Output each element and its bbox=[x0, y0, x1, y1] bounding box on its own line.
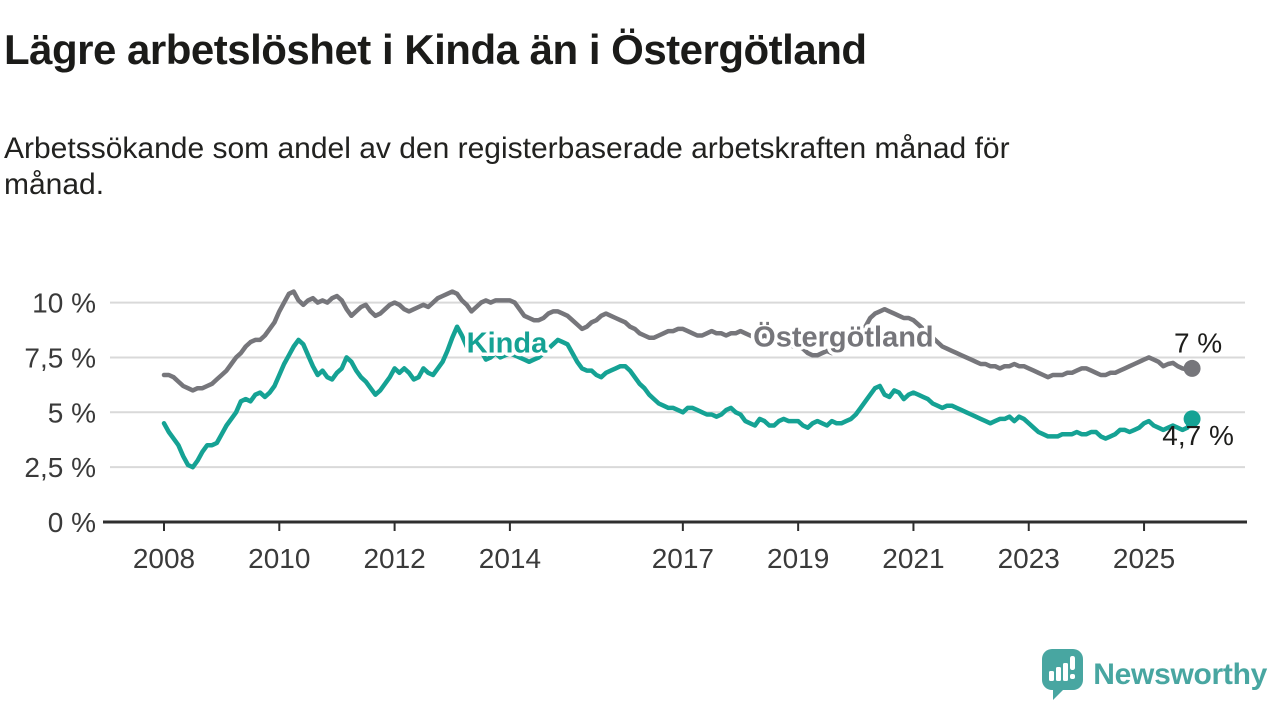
x-tick-label: 2023 bbox=[998, 543, 1060, 574]
y-tick-label: 0 % bbox=[48, 507, 96, 538]
x-axis: 2008 2010 2012 2014 2017 2019 2021 2023 2025 bbox=[103, 520, 1247, 574]
chart-subtitle-line-2: månad. bbox=[4, 168, 105, 201]
newsworthy-logo: Newsworthy bbox=[1040, 648, 1267, 701]
x-tick-label: 2017 bbox=[652, 543, 714, 574]
x-tick-label: 2025 bbox=[1113, 543, 1175, 574]
series-line-1 bbox=[161, 289, 1195, 393]
series-line-0 bbox=[161, 324, 1195, 470]
y-axis-labels: 10 % 7,5 % 5 % 2,5 % 0 % bbox=[24, 288, 96, 538]
series-1: 7 % Östergötland bbox=[161, 289, 1222, 393]
x-tick-label: 2019 bbox=[767, 543, 829, 574]
series-end-value-label: 7 % bbox=[1174, 327, 1222, 358]
series-end-dot-0 bbox=[1183, 410, 1201, 428]
logo-exclamation-bar bbox=[1070, 656, 1076, 670]
x-tick-label: 2014 bbox=[479, 543, 541, 574]
x-tick-label: 2012 bbox=[363, 543, 425, 574]
y-tick-label: 5 % bbox=[48, 397, 96, 428]
logo-bar-small bbox=[1049, 671, 1055, 681]
chart-subtitle-line-1: Arbetssökande som andel av den registerb… bbox=[4, 132, 1010, 165]
newsworthy-wordmark: Newsworthy bbox=[1093, 657, 1267, 691]
y-tick-label: 2,5 % bbox=[24, 452, 96, 483]
x-tick-label: 2021 bbox=[882, 543, 944, 574]
series-end-value-label: 4,7 % bbox=[1162, 420, 1234, 451]
x-tick-label: 2008 bbox=[133, 543, 195, 574]
logo-bar-medium bbox=[1056, 667, 1062, 681]
y-tick-label: 10 % bbox=[32, 288, 96, 319]
chart-title: Lägre arbetslöshet i Kinda än i Östergöt… bbox=[4, 26, 867, 73]
chart-subtitle: Arbetssökande som andel av den registerb… bbox=[4, 131, 1010, 203]
y-tick-label: 7,5 % bbox=[24, 342, 96, 373]
line-chart: 10 % 7,5 % 5 % 2,5 % 0 % 2008 2010 2012 2014 2017… bbox=[24, 288, 1247, 574]
x-tick-label: 2010 bbox=[248, 543, 310, 574]
series-end-dot-1 bbox=[1183, 359, 1201, 377]
series-0: 4,7 % Kinda bbox=[161, 324, 1234, 470]
logo-bar-large bbox=[1063, 663, 1069, 681]
series-name-label: Kinda bbox=[467, 328, 548, 360]
newsworthy-chart-bubble-icon bbox=[1042, 649, 1084, 700]
logo-exclamation-dot bbox=[1070, 674, 1076, 679]
series-name-label: Östergötland bbox=[753, 320, 933, 353]
